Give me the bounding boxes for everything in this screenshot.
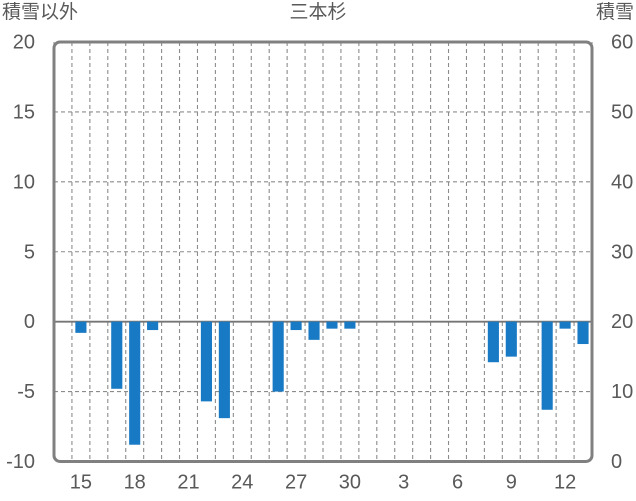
svg-text:6: 6	[452, 472, 463, 494]
svg-text:-5: -5	[17, 381, 35, 403]
svg-text:9: 9	[506, 472, 517, 494]
svg-text:60: 60	[611, 32, 633, 54]
svg-text:21: 21	[177, 472, 199, 494]
svg-text:積雪: 積雪	[596, 1, 634, 23]
svg-text:24: 24	[231, 472, 253, 494]
svg-text:27: 27	[285, 472, 307, 494]
svg-text:20: 20	[13, 32, 35, 54]
svg-text:三本杉: 三本杉	[289, 1, 346, 23]
svg-text:積雪以外: 積雪以外	[2, 1, 78, 23]
svg-text:15: 15	[70, 472, 92, 494]
svg-text:30: 30	[611, 241, 633, 263]
svg-text:15: 15	[13, 101, 35, 123]
svg-text:12: 12	[554, 472, 576, 494]
svg-text:0: 0	[611, 451, 622, 473]
svg-text:50: 50	[611, 101, 633, 123]
svg-text:10: 10	[611, 381, 633, 403]
svg-text:30: 30	[339, 472, 361, 494]
svg-text:18: 18	[124, 472, 146, 494]
svg-text:-10: -10	[6, 451, 35, 473]
svg-text:20: 20	[611, 311, 633, 333]
svg-text:3: 3	[398, 472, 409, 494]
svg-text:40: 40	[611, 171, 633, 193]
svg-text:10: 10	[13, 171, 35, 193]
svg-text:5: 5	[24, 241, 35, 263]
svg-text:0: 0	[24, 311, 35, 333]
